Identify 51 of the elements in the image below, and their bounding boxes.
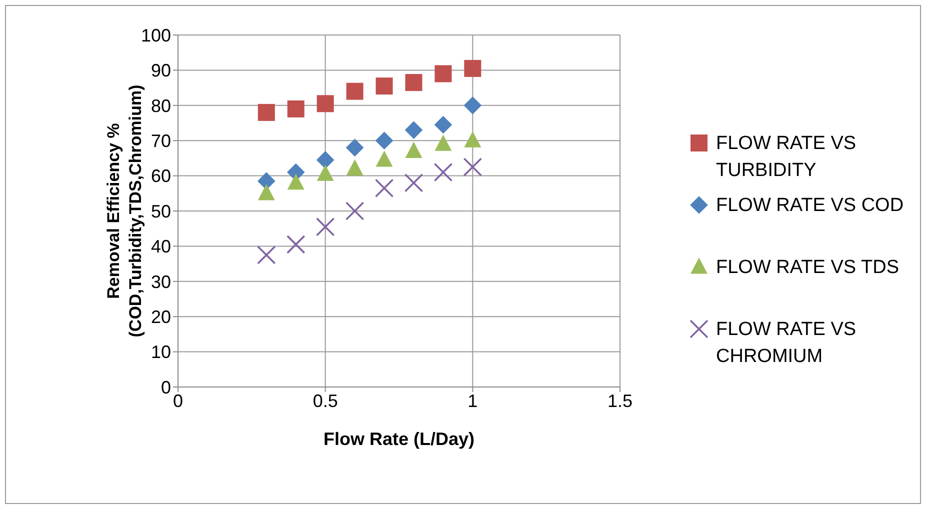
point (464, 131, 482, 148)
point (316, 217, 335, 236)
point (464, 60, 482, 77)
point (434, 134, 452, 151)
point (404, 173, 424, 192)
y-tick-label: 100 (140, 25, 171, 46)
legend-label: FLOW RATE VS TURBIDITY (716, 132, 858, 183)
y-tick-label: 70 (150, 130, 171, 151)
point (346, 159, 364, 176)
point (345, 202, 364, 220)
point (434, 116, 452, 134)
point (346, 138, 364, 157)
point (464, 96, 482, 114)
y-tick-label: 0 (160, 377, 171, 398)
point (286, 235, 306, 254)
point (404, 121, 423, 139)
point (405, 74, 422, 92)
point (316, 164, 334, 181)
point (434, 162, 453, 182)
point (376, 78, 393, 95)
legend-label: FLOW RATE VS TDS (716, 256, 900, 280)
x-tick-label: 0.5 (312, 390, 338, 411)
x-tick-label: 0 (172, 390, 184, 411)
legend-label: FLOW RATE VS COD (716, 194, 905, 218)
point (463, 158, 482, 176)
legend-label: FLOW RATE VS CHROMIUM (716, 318, 858, 369)
y-tick-label: 20 (150, 306, 171, 327)
x-tick-label: 1 (468, 390, 478, 411)
y-axis-title: Removal Efficiency % (COD,Turbidity,TDS,Chromium) (104, 84, 145, 338)
y-tick-label: 40 (150, 236, 171, 257)
y-tick-label: 80 (150, 96, 171, 116)
x-axis-title: Flow Rate (L/Day) (323, 429, 475, 449)
y-tick-label: 30 (150, 272, 171, 292)
point (258, 184, 275, 200)
point (257, 246, 276, 264)
point (376, 150, 393, 167)
point (316, 95, 334, 112)
point (287, 100, 304, 118)
point (316, 151, 334, 169)
point (346, 82, 364, 100)
y-tick-label: 10 (150, 342, 171, 362)
point (375, 132, 394, 150)
point (258, 104, 275, 121)
x-tick-label: 1.5 (607, 390, 633, 411)
point (434, 65, 452, 82)
point (287, 173, 304, 190)
y-tick-label: 90 (150, 60, 171, 81)
point (405, 142, 422, 158)
y-tick-label: 50 (150, 201, 171, 222)
y-tick-label: 60 (150, 166, 171, 186)
point (374, 178, 394, 198)
